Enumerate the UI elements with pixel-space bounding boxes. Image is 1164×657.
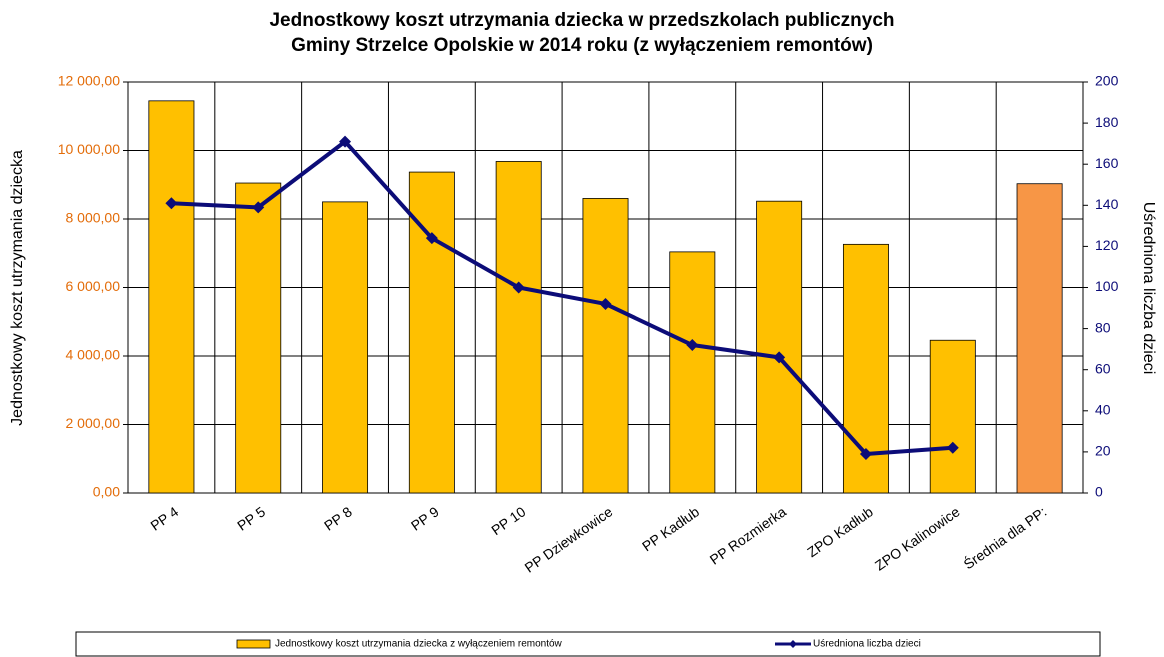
chart-title: Jednostkowy koszt utrzymania dziecka w p… bbox=[269, 10, 894, 31]
x-tick-label: PP 9 bbox=[408, 503, 442, 533]
marker bbox=[859, 447, 872, 460]
bar bbox=[756, 200, 803, 494]
y2-tick-label: 120 bbox=[1095, 237, 1119, 253]
y2-axis-label: Uśredniona liczba dzieci bbox=[1140, 202, 1157, 375]
y-tick-label: 10 000,00 bbox=[58, 141, 120, 157]
y-tick-label: 2 000,00 bbox=[66, 415, 121, 431]
legend-box bbox=[75, 631, 1101, 657]
y-tick-label: 12 000,00 bbox=[58, 73, 120, 89]
marker bbox=[686, 339, 699, 352]
bar bbox=[1016, 183, 1063, 494]
bar bbox=[669, 251, 716, 494]
bar bbox=[495, 161, 542, 494]
x-tick-label: PP 4 bbox=[147, 503, 181, 533]
marker bbox=[946, 441, 959, 454]
marker bbox=[252, 201, 265, 214]
y-tick-label: 4 000,00 bbox=[66, 347, 121, 363]
x-tick-label: PP 8 bbox=[321, 503, 355, 533]
marker bbox=[512, 281, 525, 294]
marker bbox=[773, 351, 786, 364]
line bbox=[171, 139, 953, 456]
chart-title: Gminy Strzelce Opolskie w 2014 roku (z w… bbox=[291, 35, 873, 56]
y2-tick-label: 80 bbox=[1095, 319, 1111, 335]
legend-swatch bbox=[236, 639, 271, 649]
bar bbox=[929, 339, 976, 494]
legend-label: Uśredniona liczba dzieci bbox=[813, 639, 921, 650]
y-tick-label: 8 000,00 bbox=[66, 210, 121, 226]
legend-label: Jednostkowy koszt utrzymania dziecka z w… bbox=[275, 639, 563, 650]
y2-tick-label: 100 bbox=[1095, 278, 1119, 294]
y2-tick-label: 160 bbox=[1095, 155, 1119, 171]
x-tick-label: PP 5 bbox=[234, 503, 268, 533]
marker bbox=[425, 232, 438, 245]
x-tick-label: Średnia dla PP: bbox=[960, 503, 1049, 573]
x-tick-label: PP Rozmierka bbox=[707, 503, 789, 567]
marker bbox=[165, 197, 178, 210]
y-axis-label: Jednostkowy koszt utrzymania dziecka bbox=[9, 150, 26, 426]
bar bbox=[408, 171, 455, 494]
y2-tick-label: 140 bbox=[1095, 196, 1119, 212]
y2-tick-label: 0 bbox=[1095, 484, 1103, 500]
x-tick-label: PP Dziewkowice bbox=[522, 503, 616, 575]
y2-tick-label: 200 bbox=[1095, 73, 1119, 89]
y-tick-label: 0,00 bbox=[93, 484, 120, 500]
bar bbox=[148, 100, 195, 494]
y2-tick-label: 20 bbox=[1095, 443, 1111, 459]
marker bbox=[339, 135, 352, 148]
x-tick-label: PP Kadłub bbox=[639, 503, 702, 554]
marker bbox=[599, 297, 612, 310]
x-tick-label: ZPO Kadłub bbox=[804, 503, 876, 560]
bar bbox=[235, 182, 282, 494]
x-tick-label: PP 10 bbox=[488, 503, 528, 538]
y-tick-label: 6 000,00 bbox=[66, 278, 121, 294]
bar bbox=[582, 198, 629, 494]
x-tick-label: ZPO Kalinowice bbox=[872, 503, 963, 573]
y2-tick-label: 180 bbox=[1095, 114, 1119, 130]
bar bbox=[322, 201, 369, 494]
legend-marker bbox=[789, 640, 797, 648]
y2-tick-label: 40 bbox=[1095, 402, 1111, 418]
y2-tick-label: 60 bbox=[1095, 360, 1111, 376]
